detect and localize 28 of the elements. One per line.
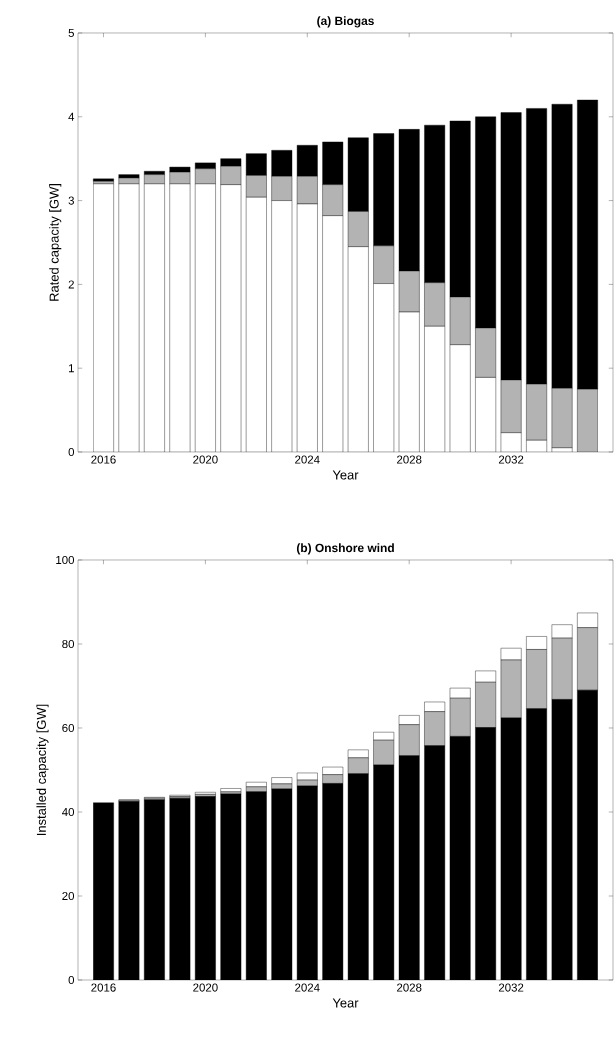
chart-title: (b) Onshore wind <box>296 543 394 555</box>
y-tick-label: 60 <box>62 723 75 733</box>
x-tick-label: 2016 <box>91 455 116 464</box>
x-tick-label: 2020 <box>193 983 218 992</box>
x-axis-title: Year <box>332 470 359 480</box>
y-axis-title: Rated capacity [GW] <box>49 184 62 301</box>
x-tick-label: 2032 <box>498 983 524 992</box>
y-tick-label: 20 <box>62 891 75 901</box>
x-tick-label: 2024 <box>295 455 320 464</box>
x-tick-label: 2028 <box>397 455 422 464</box>
y-tick-label: 3 <box>68 196 74 205</box>
y-tick-label: 2 <box>68 280 74 289</box>
y-tick-label: 40 <box>62 807 75 817</box>
x-tick-label: 2024 <box>295 983 320 992</box>
y-tick-label: 4 <box>68 112 75 121</box>
y-tick-label: 0 <box>68 447 75 457</box>
y-axis-title: Installed capacity [GW] <box>36 704 49 836</box>
x-axis-title: Year <box>332 998 359 1008</box>
x-tick-label: 2016 <box>91 983 116 992</box>
y-tick-label: 1 <box>68 364 74 373</box>
x-tick-label: 2028 <box>397 983 422 992</box>
x-tick-label: 2032 <box>498 455 524 464</box>
y-tick-label: 5 <box>68 29 74 37</box>
x-tick-label: 2020 <box>193 455 218 464</box>
y-tick-label: 80 <box>62 639 75 649</box>
y-tick-label: 100 <box>56 555 75 565</box>
y-tick-label: 0 <box>68 975 75 985</box>
chart-title: (a) Biogas <box>317 16 374 28</box>
